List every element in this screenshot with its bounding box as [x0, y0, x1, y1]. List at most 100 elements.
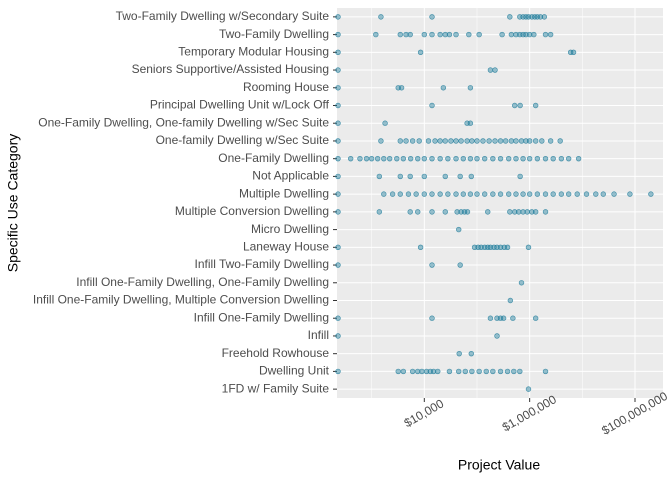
point: [386, 155, 393, 162]
point: [542, 368, 549, 375]
point: [437, 155, 443, 162]
y-tick-label: Two-Family Dwelling w/Secondary Suite: [116, 9, 330, 23]
point: [403, 31, 409, 38]
point: [518, 138, 525, 144]
point: [557, 138, 563, 144]
point: [456, 226, 462, 233]
point: [492, 67, 498, 73]
point: [550, 191, 556, 197]
point: [456, 368, 462, 375]
point: [485, 209, 491, 215]
point: [516, 209, 522, 215]
point: [513, 138, 519, 144]
point: [467, 191, 474, 197]
point: [425, 138, 432, 144]
point: [504, 368, 511, 375]
point: [417, 244, 424, 251]
y-tick-label: Dwelling Unit: [259, 364, 330, 378]
point: [497, 138, 504, 144]
point: [429, 31, 435, 38]
point: [480, 138, 486, 144]
point: [335, 209, 341, 215]
point: [456, 350, 462, 357]
point: [400, 368, 407, 375]
point: [518, 280, 525, 286]
point: [453, 191, 459, 197]
point: [534, 191, 541, 197]
point: [504, 244, 511, 251]
y-tick-label: Infill One-Family Dwelling, One-Family D…: [76, 275, 329, 289]
point: [453, 138, 459, 144]
point: [542, 155, 549, 162]
point: [437, 31, 443, 38]
point: [466, 31, 472, 38]
point: [405, 191, 412, 197]
point: [357, 155, 363, 162]
y-tick-label: One-family Dwelling w/Sec Suite: [156, 133, 330, 147]
point: [374, 155, 381, 162]
point: [335, 333, 341, 339]
point: [469, 368, 475, 375]
point: [429, 209, 435, 215]
point: [520, 191, 526, 197]
point: [542, 209, 549, 215]
point: [335, 244, 341, 251]
point: [567, 49, 574, 56]
point: [510, 315, 516, 321]
point: [409, 368, 416, 375]
point: [407, 173, 413, 180]
point: [507, 297, 514, 304]
point: [532, 102, 539, 109]
y-tick-label: 1FD w/ Family Suite: [222, 381, 330, 395]
point: [541, 14, 548, 20]
y-tick-label: Temporary Modular Housing: [178, 44, 329, 58]
point: [457, 173, 463, 180]
point: [469, 138, 475, 144]
point: [335, 49, 341, 56]
point: [453, 31, 459, 38]
point: [381, 155, 387, 162]
point: [492, 138, 498, 144]
point: [421, 31, 428, 38]
point: [376, 209, 383, 215]
point: [382, 120, 388, 126]
point: [442, 209, 448, 215]
point: [502, 138, 509, 144]
point: [457, 262, 463, 268]
point: [507, 209, 513, 215]
point: [627, 191, 633, 197]
point: [335, 262, 341, 268]
point: [524, 209, 530, 215]
point: [532, 138, 539, 144]
point: [497, 368, 504, 375]
point: [437, 191, 443, 197]
point: [508, 138, 515, 144]
point: [520, 31, 526, 38]
point: [490, 191, 496, 197]
point: [505, 155, 512, 162]
point: [437, 138, 443, 144]
point: [648, 191, 654, 197]
point: [507, 14, 513, 20]
y-tick-label: One-Family Dwelling: [218, 151, 329, 165]
point: [421, 155, 428, 162]
point: [467, 120, 474, 126]
point: [583, 191, 590, 197]
point: [481, 155, 488, 162]
y-tick-label: Seniors Supportive/Assisted Housing: [132, 62, 329, 76]
point: [464, 209, 471, 215]
point: [397, 31, 403, 38]
point: [394, 155, 400, 162]
point: [575, 155, 582, 162]
point: [511, 209, 518, 215]
point: [442, 31, 448, 38]
point: [490, 368, 496, 375]
point: [487, 315, 494, 321]
panel: [337, 8, 663, 398]
point: [508, 31, 515, 38]
point: [335, 85, 341, 91]
point: [432, 138, 438, 144]
y-tick-label: Two-Family Dwelling: [219, 27, 329, 41]
x-axis-title: Project Value: [458, 457, 540, 473]
